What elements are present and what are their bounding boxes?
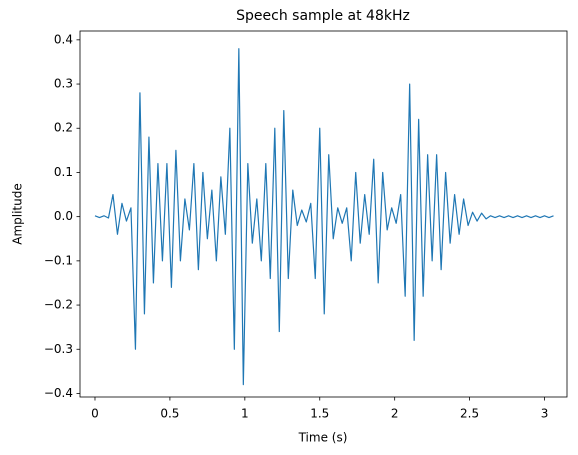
y-tick-label: −0.3 (44, 342, 73, 356)
y-tick-label: 0.1 (54, 165, 73, 179)
x-tick-label: 1.5 (310, 407, 329, 421)
y-tick-label: 0.2 (54, 121, 73, 135)
axes-frame (79, 30, 568, 398)
y-axis-label: Amplitude (11, 183, 25, 245)
x-tick-label: 2 (391, 407, 399, 421)
x-tick-label: 1 (241, 407, 249, 421)
x-tick-label: 0 (91, 407, 99, 421)
y-tick-label: −0.4 (44, 386, 73, 400)
x-tick-label: 2.5 (460, 407, 479, 421)
y-tick-label: 0.4 (54, 32, 73, 46)
y-tick-label: −0.1 (44, 253, 73, 267)
x-axis-label: Time (s) (298, 431, 348, 445)
y-tick-label: 0.3 (54, 77, 73, 91)
x-tick-label: 0.5 (160, 407, 179, 421)
y-tick-label: 0.0 (54, 209, 73, 223)
chart-title: Speech sample at 48kHz (236, 8, 410, 24)
y-tick-label: −0.2 (44, 298, 73, 312)
waveform-line (94, 48, 554, 386)
x-tick-label: 3 (541, 407, 549, 421)
